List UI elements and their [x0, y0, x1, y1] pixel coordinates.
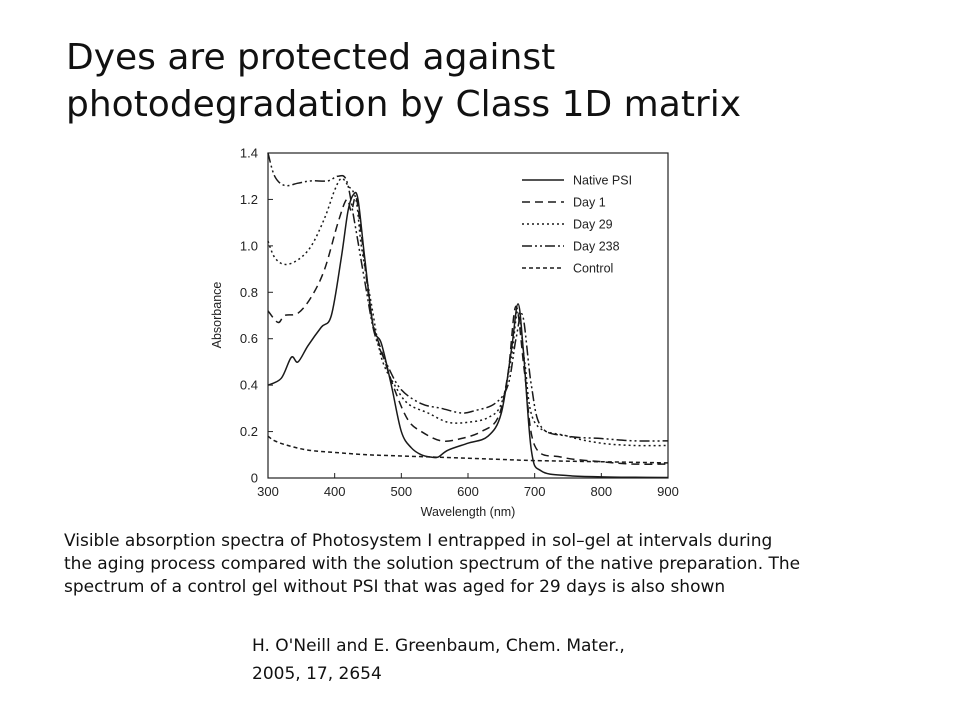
series-line-day-238	[267, 152, 669, 442]
x-axis-label: Wavelength (nm)	[421, 505, 516, 519]
x-tick-label: 300	[257, 484, 279, 499]
legend-label: Day 238	[573, 240, 620, 254]
legend-label: Control	[573, 262, 613, 276]
caption-line-1: Visible absorption spectra of Photosyste…	[64, 531, 773, 551]
legend-label: Native PSI	[573, 174, 632, 188]
series-lines	[267, 152, 669, 479]
slide-title: Dyes are protected against photodegradat…	[66, 34, 926, 128]
legend: Native PSI Day 1 Day 29 Day 238 Control	[522, 174, 632, 276]
plot-frame	[267, 152, 669, 479]
x-tick-label: 400	[324, 484, 346, 499]
x-tick-label: 500	[390, 484, 412, 499]
x-axis-ticks: 300 400 500 600 700 800 900	[257, 473, 679, 499]
y-tick-label: 0.8	[240, 285, 258, 300]
citation-line-1: H. O'Neill and E. Greenbaum, Chem. Mater…	[252, 636, 625, 656]
figure-caption: Visible absorption spectra of Photosyste…	[64, 530, 924, 599]
series-line-day-1	[267, 195, 669, 465]
x-tick-label: 600	[457, 484, 479, 499]
y-tick-label: 1.2	[240, 192, 258, 207]
x-tick-label: 700	[524, 484, 546, 499]
legend-label: Day 29	[573, 218, 613, 232]
x-tick-label: 800	[590, 484, 612, 499]
slide-title-line-1: Dyes are protected against	[66, 37, 556, 78]
legend-label: Day 1	[573, 196, 606, 210]
citation: H. O'Neill and E. Greenbaum, Chem. Mater…	[252, 632, 852, 688]
absorption-spectra-chart: 300 400 500 600 700 800 900 0 0.2 0.4 0.6 0.8 1.0 1.…	[210, 146, 679, 520]
y-tick-label: 0.6	[240, 331, 258, 346]
series-line-control	[267, 435, 669, 464]
caption-line-2: the aging process compared with the solu…	[64, 554, 801, 574]
y-tick-label: 0.2	[240, 424, 258, 439]
x-tick-label: 900	[657, 484, 679, 499]
slide-title-line-2: photodegradation by Class 1D matrix	[66, 84, 742, 125]
y-tick-label: 0.4	[240, 378, 258, 393]
y-tick-label: 0	[251, 471, 258, 486]
y-tick-label: 1.4	[240, 146, 258, 161]
series-line-native-psi	[267, 191, 669, 479]
citation-line-2: 2005, 17, 2654	[252, 664, 382, 684]
y-axis-label: Absorbance	[210, 282, 224, 349]
caption-line-3: spectrum of a control gel without PSI th…	[64, 577, 726, 597]
y-tick-label: 1.0	[240, 238, 258, 253]
